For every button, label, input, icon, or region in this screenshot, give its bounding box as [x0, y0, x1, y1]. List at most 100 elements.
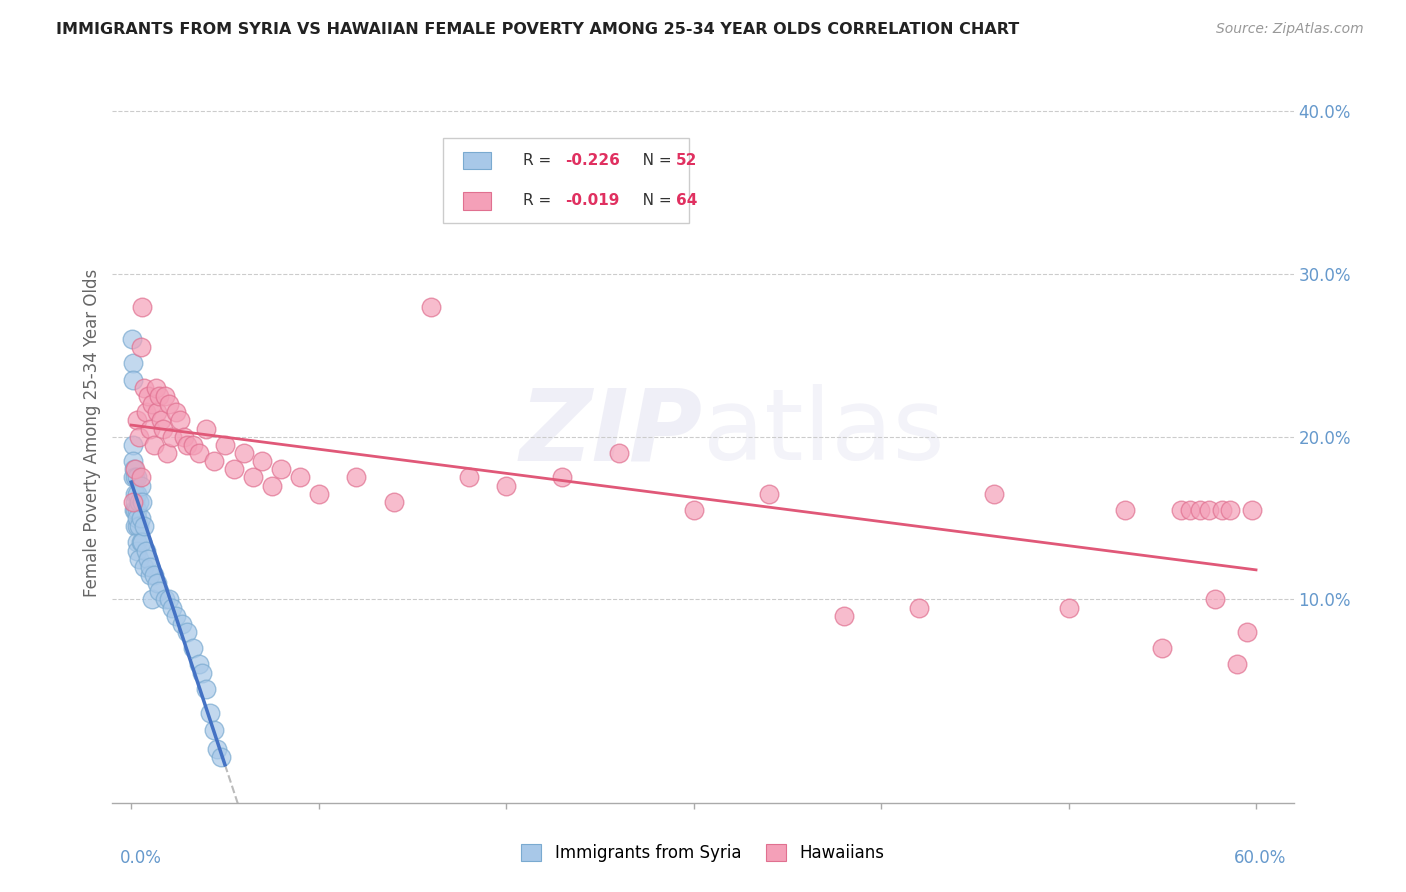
Point	[1114, 503, 1136, 517]
Point	[260, 478, 283, 492]
Point	[124, 503, 146, 517]
Point	[129, 470, 152, 484]
Point	[125, 470, 148, 484]
Text: R =: R =	[523, 194, 557, 208]
Point	[128, 430, 150, 444]
Point	[157, 397, 180, 411]
Point	[125, 535, 148, 549]
Point	[1198, 503, 1220, 517]
Point	[134, 519, 156, 533]
Point	[187, 446, 209, 460]
Point	[122, 462, 145, 476]
Point	[202, 723, 225, 737]
Point	[134, 559, 156, 574]
Point	[1057, 600, 1080, 615]
Point	[141, 592, 163, 607]
Text: 64: 64	[676, 194, 697, 208]
Point	[495, 478, 517, 492]
Point	[131, 300, 153, 314]
Point	[181, 641, 204, 656]
Point	[129, 478, 152, 492]
Point	[122, 495, 145, 509]
Point	[122, 454, 145, 468]
Point	[232, 446, 254, 460]
Point	[128, 519, 150, 533]
Point	[1204, 592, 1226, 607]
Point	[907, 600, 929, 615]
Point	[129, 340, 152, 354]
Point	[141, 397, 163, 411]
Point	[607, 446, 630, 460]
Point	[1219, 503, 1241, 517]
Point	[135, 405, 157, 419]
Point	[1241, 503, 1264, 517]
Point	[139, 559, 162, 574]
Point	[176, 624, 198, 639]
Text: R =: R =	[523, 153, 557, 168]
Point	[214, 438, 236, 452]
Point	[128, 495, 150, 509]
Point	[150, 413, 173, 427]
Point	[129, 511, 152, 525]
Point	[173, 430, 195, 444]
Text: ZIP: ZIP	[520, 384, 703, 481]
Point	[420, 300, 443, 314]
Point	[187, 657, 209, 672]
Point	[207, 742, 229, 756]
Point	[551, 470, 574, 484]
Point	[124, 470, 146, 484]
Point	[242, 470, 264, 484]
Point	[125, 511, 148, 525]
Point	[135, 543, 157, 558]
Point	[124, 519, 146, 533]
Point	[382, 495, 405, 509]
Text: 52: 52	[676, 153, 697, 168]
Point	[139, 568, 162, 582]
Text: -0.019: -0.019	[565, 194, 620, 208]
Point	[129, 535, 152, 549]
Point	[209, 750, 232, 764]
Text: Source: ZipAtlas.com: Source: ZipAtlas.com	[1216, 22, 1364, 37]
Point	[157, 592, 180, 607]
Point	[170, 616, 193, 631]
Point	[139, 421, 162, 435]
Point	[191, 665, 214, 680]
Text: 60.0%: 60.0%	[1234, 849, 1286, 867]
Point	[148, 389, 170, 403]
Point	[128, 551, 150, 566]
Point	[162, 600, 184, 615]
Point	[1226, 657, 1249, 672]
Point	[122, 373, 145, 387]
Point	[165, 608, 187, 623]
Point	[152, 421, 174, 435]
Point	[1236, 624, 1258, 639]
Point	[125, 486, 148, 500]
Point	[131, 535, 153, 549]
Point	[136, 551, 159, 566]
Point	[682, 503, 704, 517]
Point	[121, 356, 143, 370]
Point	[198, 706, 221, 721]
Point	[122, 503, 145, 517]
Point	[1211, 503, 1233, 517]
Point	[1170, 503, 1192, 517]
Point	[202, 454, 225, 468]
Point	[1152, 641, 1174, 656]
Point	[148, 584, 170, 599]
Point	[758, 486, 780, 500]
Point	[195, 421, 218, 435]
Point	[124, 462, 146, 476]
Text: IMMIGRANTS FROM SYRIA VS HAWAIIAN FEMALE POVERTY AMONG 25-34 YEAR OLDS CORRELATI: IMMIGRANTS FROM SYRIA VS HAWAIIAN FEMALE…	[56, 22, 1019, 37]
Point	[153, 389, 176, 403]
Point	[121, 332, 143, 346]
Point	[1180, 503, 1202, 517]
Point	[344, 470, 367, 484]
Point	[124, 495, 146, 509]
Text: 0.0%: 0.0%	[120, 849, 162, 867]
Point	[124, 486, 146, 500]
Point	[134, 381, 156, 395]
Point	[146, 405, 169, 419]
Point	[224, 462, 246, 476]
Text: N =: N =	[628, 153, 676, 168]
Point	[156, 446, 179, 460]
